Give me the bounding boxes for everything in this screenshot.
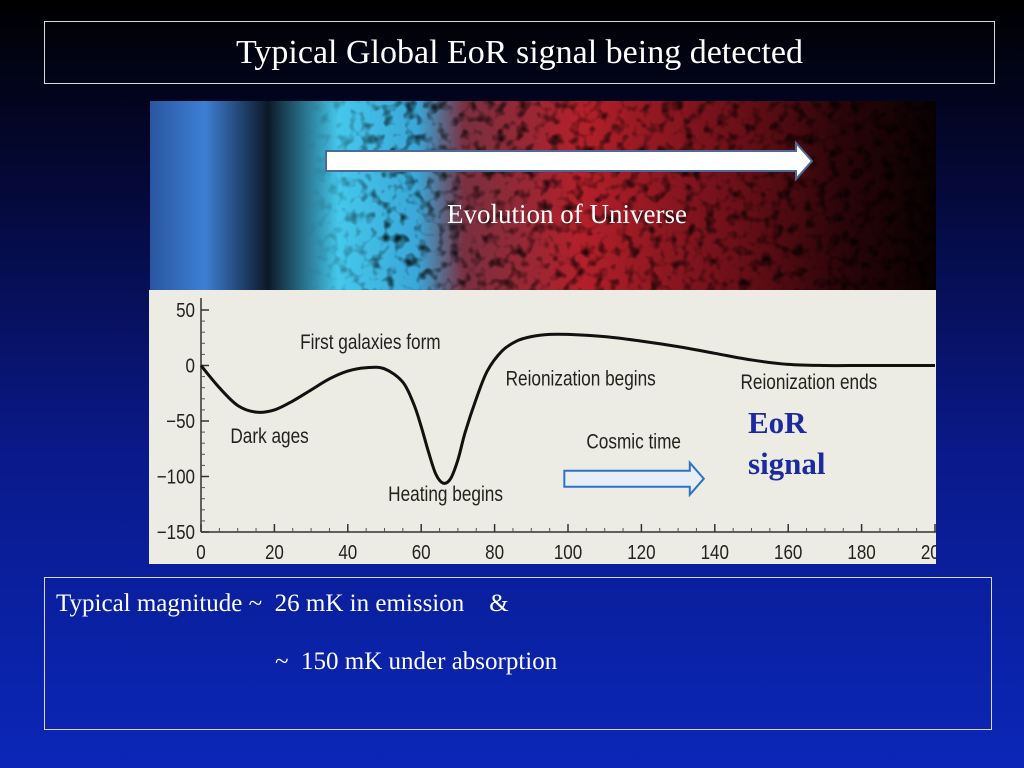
- x-tick-label: 60: [412, 541, 431, 564]
- annotation-cosmic-time: Cosmic time: [586, 431, 681, 454]
- annotation-dark-ages: Dark ages: [230, 426, 308, 449]
- cosmic-time-arrow: [563, 460, 706, 498]
- slide-title: Typical Global EoR signal being detected: [236, 33, 803, 71]
- series-line-0: [199, 332, 935, 485]
- y-tick-label: 50: [176, 299, 195, 322]
- x-tick-label: 180: [847, 541, 875, 564]
- x-tick-label: 140: [701, 541, 729, 564]
- y-tick-label: −100: [157, 465, 195, 488]
- magnitude-emission-text: Typical magnitude ~ 26 mK in emission &: [56, 590, 509, 617]
- annotation-reionization-ends: Reionization ends: [740, 371, 877, 394]
- universe-evolution-image: Evolution of Universe: [150, 101, 936, 290]
- y-tick-label: 0: [186, 354, 195, 377]
- x-tick-label: 0: [196, 541, 205, 564]
- x-tick-label: 100: [554, 541, 582, 564]
- evolution-label: Evolution of Universe: [447, 199, 687, 229]
- x-tick-label: 120: [627, 541, 655, 564]
- annotation-reionization-begins: Reionization begins: [506, 368, 656, 391]
- x-tick-label: 80: [485, 541, 504, 564]
- y-tick-label: −50: [166, 410, 195, 433]
- x-tick-label: 200: [921, 541, 936, 564]
- x-tick-label: 40: [338, 541, 357, 564]
- magnitude-absorption-text: ~ 150 mK under absorption: [275, 648, 558, 675]
- evolution-arrow: [325, 140, 814, 182]
- universe-evolution-graphic: [150, 101, 936, 290]
- annotation-first-galaxies-form: First galaxies form: [300, 331, 441, 354]
- eor-signal-label: EoR signal: [748, 402, 898, 484]
- eor-label-line2: signal: [748, 446, 826, 481]
- y-tick-label: −150: [157, 521, 195, 544]
- x-tick-label: 160: [774, 541, 802, 564]
- eor-signal-chart-svg: 500−50−100−15002040608010012014016018020…: [157, 298, 936, 564]
- eor-signal-chart: 500−50−100−15002040608010012014016018020…: [149, 290, 936, 564]
- slide-title-box: Typical Global EoR signal being detected: [44, 21, 995, 84]
- x-tick-label: 20: [265, 541, 284, 564]
- annotation-heating-begins: Heating begins: [388, 483, 503, 506]
- magnitude-box: Typical magnitude ~ 26 mK in emission & …: [44, 577, 992, 730]
- eor-label-line1: EoR: [748, 405, 807, 440]
